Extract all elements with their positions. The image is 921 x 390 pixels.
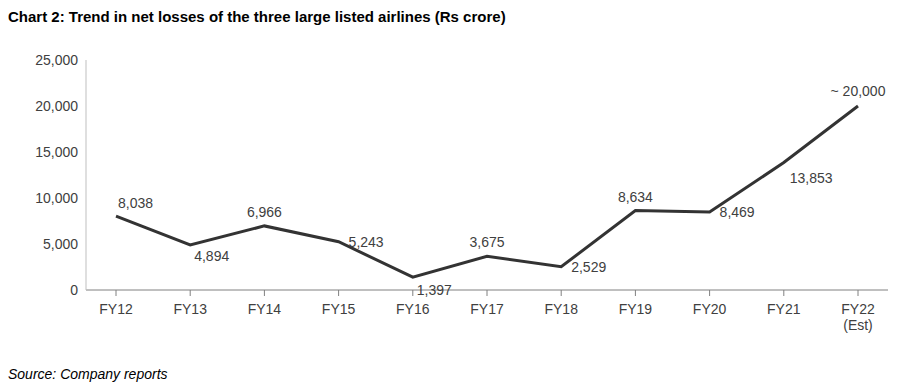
- svg-text:FY17: FY17: [470, 301, 504, 317]
- svg-text:10,000: 10,000: [35, 190, 78, 206]
- svg-text:15,000: 15,000: [35, 144, 78, 160]
- svg-text:FY22(Est): FY22(Est): [841, 301, 875, 333]
- svg-text:5,243: 5,243: [349, 234, 384, 250]
- svg-text:25,000: 25,000: [35, 52, 78, 68]
- svg-text:8,469: 8,469: [720, 204, 755, 220]
- svg-text:8,038: 8,038: [118, 195, 153, 211]
- svg-text:6,966: 6,966: [247, 204, 282, 220]
- svg-text:13,853: 13,853: [790, 170, 833, 186]
- svg-text:FY19: FY19: [619, 301, 653, 317]
- svg-text:FY12: FY12: [99, 301, 133, 317]
- svg-text:4,894: 4,894: [194, 248, 229, 264]
- svg-text:1,397: 1,397: [417, 282, 452, 298]
- svg-text:FY20: FY20: [693, 301, 727, 317]
- svg-text:~ 20,000: ~ 20,000: [831, 83, 886, 99]
- svg-text:FY16: FY16: [396, 301, 430, 317]
- html-text:Source: Company reports: Source: Company reports: [8, 366, 168, 382]
- svg-text:8,634: 8,634: [618, 189, 653, 205]
- svg-text:FY14: FY14: [248, 301, 282, 317]
- svg-text:3,675: 3,675: [469, 234, 504, 250]
- svg-text:2,529: 2,529: [571, 259, 606, 275]
- svg-text:FY15: FY15: [322, 301, 356, 317]
- svg-text:FY21: FY21: [767, 301, 801, 317]
- svg-text:FY13: FY13: [173, 301, 207, 317]
- svg-text:5,000: 5,000: [43, 236, 78, 252]
- svg-text:0: 0: [70, 282, 78, 298]
- html-text:Chart 2: Trend in net losses o: Chart 2: Trend in net losses of the thre…: [8, 8, 506, 25]
- svg-text:FY18: FY18: [544, 301, 578, 317]
- svg-text:20,000: 20,000: [35, 98, 78, 114]
